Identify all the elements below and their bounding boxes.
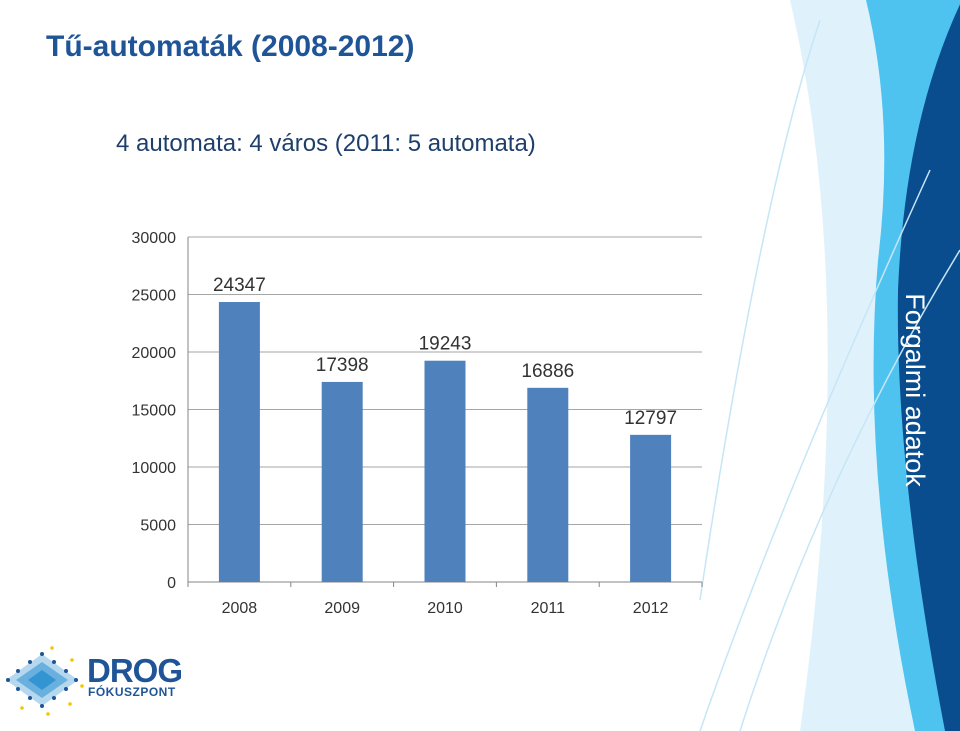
data-label: 24347 xyxy=(213,275,266,296)
y-tick-label: 15000 xyxy=(132,403,177,420)
bar xyxy=(218,302,260,582)
y-tick-label: 25000 xyxy=(132,288,177,305)
x-tick-label: 2011 xyxy=(531,600,566,617)
x-tick-label: 2008 xyxy=(222,600,258,617)
data-label: 16886 xyxy=(521,361,574,382)
bar xyxy=(424,360,466,582)
y-tick-label: 0 xyxy=(167,575,176,592)
background-swoosh-dark xyxy=(897,0,960,731)
y-tick-label: 20000 xyxy=(132,345,177,362)
drog-logo-mark xyxy=(6,646,84,716)
y-tick-label: 30000 xyxy=(132,230,177,247)
page-subtitle: 4 automata: 4 város (2011: 5 automata) xyxy=(116,130,536,157)
logo-subtext: FÓKUSZPONT xyxy=(88,685,176,699)
bar xyxy=(527,387,569,582)
bar xyxy=(321,381,363,582)
x-tick-label: 2012 xyxy=(633,600,669,617)
y-tick-label: 5000 xyxy=(140,518,176,535)
data-label: 17398 xyxy=(316,355,369,376)
x-tick-label: 2010 xyxy=(427,600,463,617)
y-tick-label: 10000 xyxy=(132,460,177,477)
logo-text: DROG xyxy=(87,652,183,689)
data-label: 19243 xyxy=(419,334,472,355)
data-label: 12797 xyxy=(624,408,677,429)
bar xyxy=(630,434,672,582)
page-title: Tű-automaták (2008-2012) xyxy=(46,30,415,63)
x-tick-label: 2009 xyxy=(324,600,360,617)
background-thin-lines xyxy=(699,19,960,731)
